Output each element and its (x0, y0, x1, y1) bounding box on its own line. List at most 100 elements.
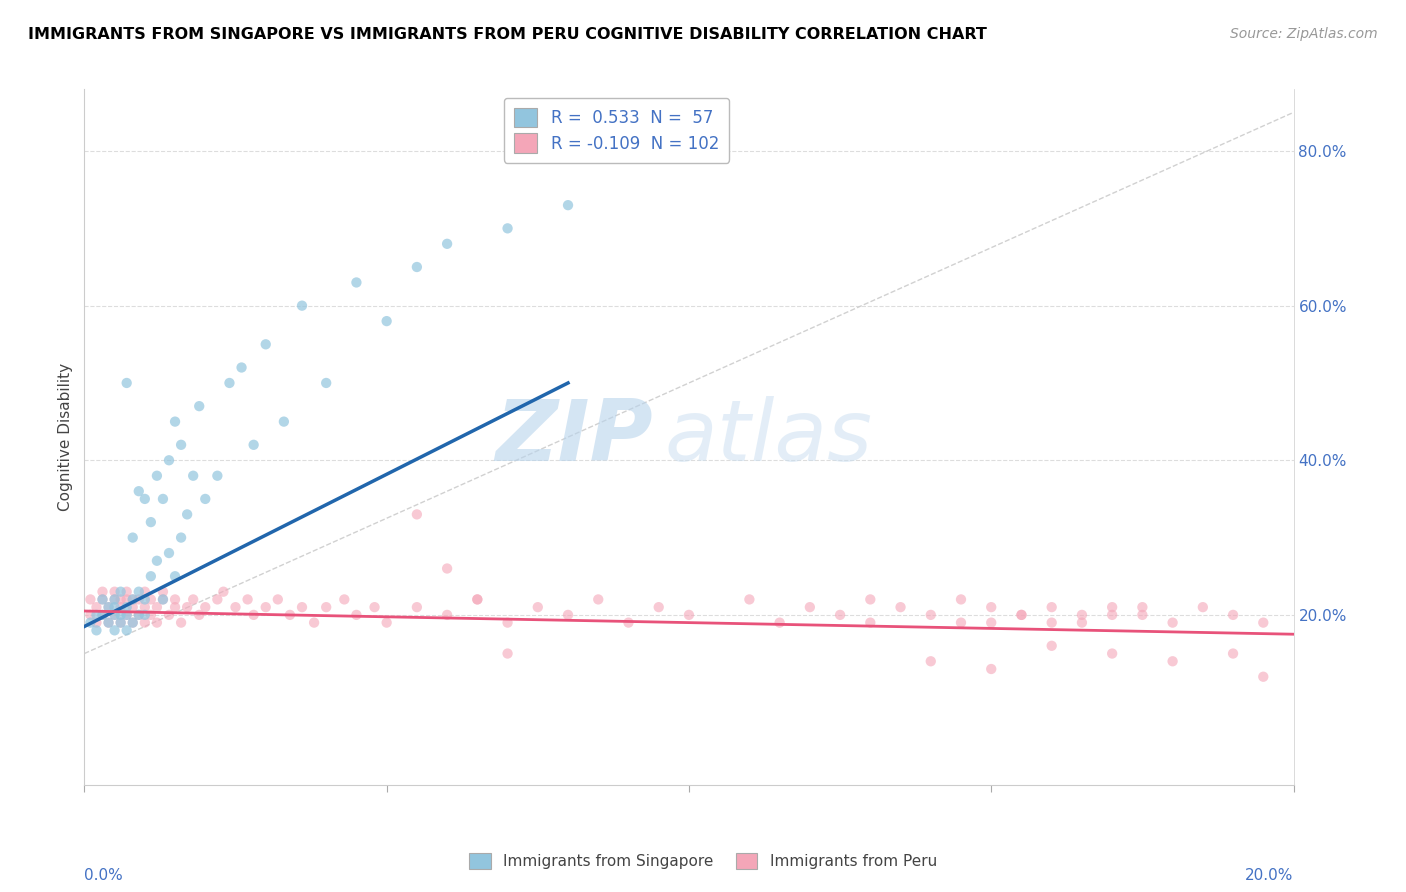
Text: IMMIGRANTS FROM SINGAPORE VS IMMIGRANTS FROM PERU COGNITIVE DISABILITY CORRELATI: IMMIGRANTS FROM SINGAPORE VS IMMIGRANTS … (28, 27, 987, 42)
Point (375, 615, 398, 630)
Point (170, 615, 193, 630)
Point (194, 600, 217, 615)
Point (115, 376, 138, 390)
Point (115, 607, 138, 622)
Point (496, 615, 519, 630)
Point (139, 607, 162, 622)
Point (588, 592, 610, 607)
Point (315, 376, 337, 390)
Point (104, 584, 127, 599)
Point (242, 438, 264, 452)
Point (225, 600, 247, 615)
Point (1040, 639, 1063, 653)
Point (920, 607, 942, 622)
Point (617, 615, 640, 630)
Point (104, 592, 127, 607)
Point (291, 299, 314, 313)
Point (139, 515, 162, 529)
Point (1071, 615, 1094, 630)
Point (91, 607, 114, 622)
Point (152, 491, 174, 506)
Point (920, 654, 942, 668)
Point (242, 607, 264, 622)
Point (406, 260, 429, 274)
Point (139, 592, 162, 607)
Point (110, 592, 132, 607)
Point (1191, 600, 1213, 615)
Point (436, 607, 458, 622)
Point (134, 615, 156, 630)
Point (115, 624, 138, 638)
Point (1161, 654, 1184, 668)
Point (346, 607, 368, 622)
Point (86, 607, 108, 622)
Point (273, 415, 295, 429)
Point (163, 415, 186, 429)
Point (1040, 615, 1063, 630)
Point (1010, 607, 1032, 622)
Point (1040, 600, 1063, 615)
Point (97, 600, 120, 615)
Point (121, 592, 143, 607)
Point (363, 600, 385, 615)
Point (1071, 607, 1094, 622)
Point (1161, 615, 1184, 630)
Text: atlas: atlas (665, 395, 873, 479)
Point (170, 531, 193, 545)
Point (110, 607, 132, 622)
Point (1101, 600, 1123, 615)
Point (207, 468, 229, 483)
Point (97, 615, 120, 630)
Point (128, 584, 150, 599)
Point (128, 592, 150, 607)
Point (212, 584, 235, 599)
Point (980, 600, 1002, 615)
Point (496, 647, 519, 661)
Point (181, 468, 204, 483)
Text: 20.0%: 20.0% (1246, 869, 1294, 883)
Point (218, 376, 240, 390)
Point (121, 592, 143, 607)
Point (86, 600, 108, 615)
Point (104, 607, 127, 622)
Point (110, 615, 132, 630)
Point (830, 607, 852, 622)
Point (1010, 607, 1032, 622)
Point (104, 600, 127, 615)
Point (1251, 670, 1274, 684)
Point (115, 584, 138, 599)
Point (104, 624, 127, 638)
Point (406, 508, 429, 522)
Point (1251, 615, 1274, 630)
Point (194, 491, 217, 506)
Point (799, 600, 821, 615)
Point (157, 453, 180, 467)
Point (157, 546, 180, 560)
Point (146, 600, 169, 615)
Point (406, 600, 429, 615)
Point (152, 592, 174, 607)
Point (950, 592, 973, 607)
Point (134, 584, 156, 599)
Point (128, 607, 150, 622)
Point (128, 607, 150, 622)
Point (231, 360, 253, 375)
Point (104, 592, 127, 607)
Legend: R =  0.533  N =  57, R = -0.109  N = 102: R = 0.533 N = 57, R = -0.109 N = 102 (503, 97, 728, 162)
Point (188, 607, 211, 622)
Point (134, 491, 156, 506)
Point (859, 592, 882, 607)
Point (267, 592, 290, 607)
Point (97, 615, 120, 630)
Point (738, 592, 761, 607)
Point (333, 592, 356, 607)
Point (557, 198, 579, 212)
Point (146, 554, 169, 568)
Point (79, 607, 101, 622)
Point (254, 600, 277, 615)
Point (302, 615, 325, 630)
Point (647, 600, 671, 615)
Point (139, 569, 162, 583)
Point (890, 600, 912, 615)
Point (79, 592, 101, 607)
